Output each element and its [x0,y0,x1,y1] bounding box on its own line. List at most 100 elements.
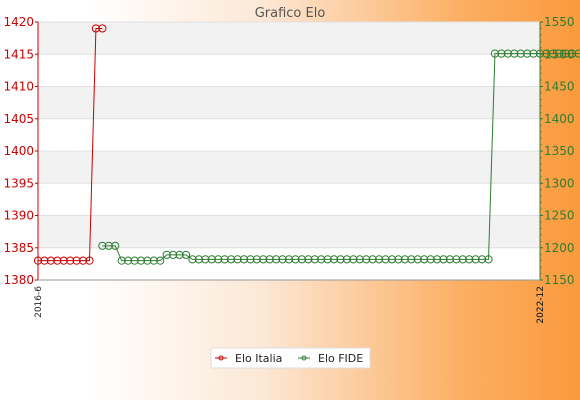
data-point [124,256,133,265]
left-tick-label: 1400 [3,144,34,158]
data-point [477,255,487,264]
data-point [387,255,397,264]
data-point [175,250,184,259]
x-tick-label: 2016-6 [34,286,44,318]
right-tick-label: 1150 [544,273,575,287]
left-tick-label: 1405 [3,112,34,126]
axes: 1380 1385 1390 1395 1400 1405 1410 1415 1420 1150… [3,15,574,287]
grid-bands [38,21,540,281]
right-tick-label: 1300 [544,176,575,190]
data-point [336,255,345,264]
data-point [143,256,152,265]
data-point [503,49,512,58]
data-point [233,255,242,264]
data-point [323,255,332,264]
right-tick-label: 1350 [544,144,575,158]
series-elo-italia [33,24,107,265]
grid-band [38,86,540,119]
data-point [381,255,390,264]
data-point [297,255,306,264]
data-point [117,256,126,265]
data-point [91,24,101,33]
data-point [375,255,384,264]
data-point [104,241,113,250]
right-tick-label: 1200 [544,241,575,255]
data-point [439,255,448,264]
data-point [368,255,377,264]
data-point [246,255,255,264]
data-point [458,255,467,264]
data-point [432,255,442,264]
data-point [420,255,429,264]
data-point [130,256,139,265]
data-point [214,255,223,264]
data-point [278,255,287,264]
data-point [555,49,564,58]
right-tick-label: 1450 [544,80,575,94]
data-point [284,255,294,264]
grid-band [38,215,540,248]
chart-title: Grafico Elo [255,6,326,21]
legend-swatch-marker [301,355,307,361]
right-tick-label: 1400 [544,112,575,126]
data-point [59,256,68,265]
data-point [452,255,461,264]
left-tick-label: 1420 [3,15,34,29]
series-elo-fide [98,49,580,265]
data-point [53,256,62,265]
data-point [40,256,49,265]
x-tick-label: 2022-12 [536,286,546,324]
data-point [46,256,55,265]
series-line [38,27,103,262]
data-point [407,255,416,264]
data-point [542,49,551,58]
data-point [188,255,197,264]
grid-band [38,54,540,87]
right-tick-label: 1550 [544,15,575,29]
legend-label: Elo Italia [235,352,282,365]
legend-swatch-marker [218,355,224,361]
legend: Elo Italia Elo FIDE [210,347,371,369]
data-point [445,255,454,264]
data-point [362,255,371,264]
data-point [317,255,326,264]
data-point [394,255,403,264]
data-point [85,256,94,265]
data-point [66,256,75,265]
data-point [220,255,229,264]
data-point [400,255,409,264]
data-point [413,255,422,264]
data-point [207,255,216,264]
left-tick-label: 1380 [3,273,34,287]
data-point [156,256,165,265]
data-point [471,255,480,264]
data-point [426,255,435,264]
x-tick-label: 2022-12 [536,286,546,324]
data-point [574,49,580,58]
data-point [201,255,210,264]
series-layer [33,24,580,265]
data-point [349,255,358,264]
series-line [102,53,580,262]
data-point [516,49,525,58]
legend-box [210,347,371,369]
data-point [342,255,352,264]
data-point [169,250,178,259]
data-point [355,255,364,264]
data-point [98,241,107,250]
data-point [78,256,88,265]
data-point [272,255,281,264]
data-point [291,255,300,264]
grid-band [38,183,540,216]
data-point [535,49,545,58]
left-tick-label: 1385 [3,241,34,255]
data-point [181,250,191,259]
data-point [497,49,506,58]
grid-band [38,151,540,184]
data-point [465,255,474,264]
data-point [33,256,43,265]
data-point [510,49,519,58]
